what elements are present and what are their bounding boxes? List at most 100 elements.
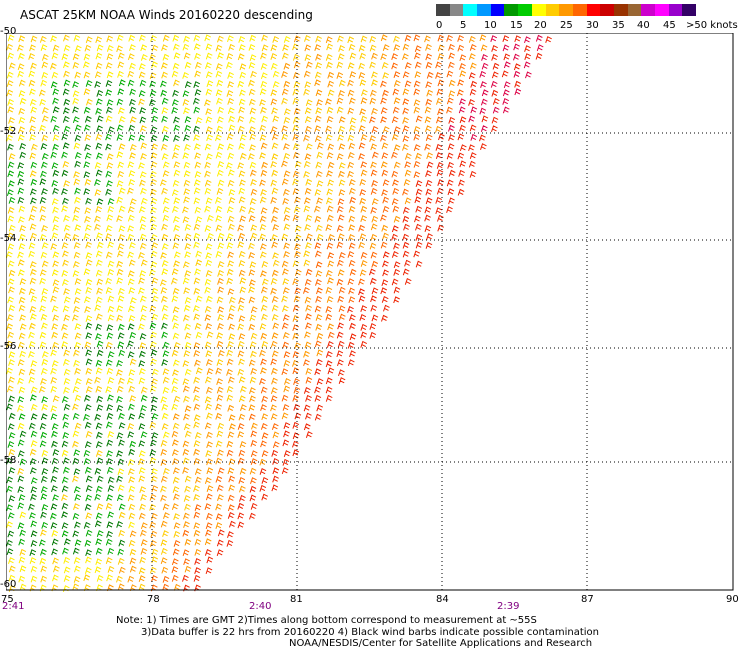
wind-barb [183, 107, 190, 115]
wind-barb [72, 430, 80, 438]
wind-barb [392, 179, 399, 187]
wind-barb [52, 448, 60, 456]
wind-barb [468, 35, 476, 43]
wind-barb [162, 530, 169, 537]
wind-barb [150, 126, 158, 134]
wind-barb [259, 484, 267, 492]
wind-barb [294, 342, 301, 350]
wind-barb [161, 233, 169, 241]
wind-barb [51, 457, 59, 465]
wind-barb [304, 54, 312, 61]
wind-barb [150, 223, 158, 231]
wind-barb [28, 368, 36, 376]
wind-barb [293, 206, 301, 213]
wind-barb [17, 170, 25, 178]
wind-barb [283, 430, 290, 438]
wind-barb [28, 422, 36, 430]
wind-barb [118, 107, 125, 115]
wind-barb [435, 196, 443, 204]
wind-barb [194, 468, 202, 475]
wind-barb [205, 259, 213, 267]
wind-barb [172, 34, 180, 42]
wind-barb [19, 350, 27, 358]
wind-barb [51, 538, 59, 546]
wind-barb [239, 71, 247, 79]
wind-barb [193, 485, 200, 492]
wind-barb [216, 332, 224, 340]
wind-barb [237, 368, 245, 376]
wind-barb [62, 160, 70, 168]
wind-barb [195, 367, 203, 375]
wind-barb [205, 350, 213, 358]
wind-barb [74, 394, 82, 402]
wind-barb [314, 368, 322, 376]
wind-barb [7, 215, 15, 223]
wind-barb [249, 54, 257, 62]
wind-barb [162, 583, 169, 591]
wind-barb [149, 521, 157, 529]
wind-barb [73, 349, 80, 357]
wind-barb [162, 503, 170, 511]
wind-barb [217, 322, 224, 330]
wind-barb [42, 106, 49, 114]
wind-barb [205, 252, 213, 260]
wind-barb [193, 197, 201, 205]
wind-barb [41, 396, 49, 403]
wind-barb [106, 106, 113, 114]
wind-barb [75, 377, 82, 385]
wind-barb [139, 342, 147, 350]
wind-barb [160, 279, 167, 287]
wind-barb [250, 439, 258, 447]
wind-barb [62, 259, 69, 267]
wind-barb [63, 386, 70, 394]
wind-barb [138, 134, 146, 142]
wind-barb [216, 549, 224, 557]
wind-barb [7, 143, 14, 151]
wind-barb [325, 350, 333, 358]
wind-barb [226, 242, 234, 250]
wind-barb [370, 251, 378, 259]
wind-barb [183, 423, 191, 431]
wind-barb [393, 286, 401, 294]
wind-barb [6, 403, 13, 411]
wind-barb [106, 412, 114, 420]
scale-color-6 [518, 4, 532, 16]
wind-barb [18, 386, 26, 394]
wind-barb [435, 71, 442, 79]
wind-barb [73, 171, 80, 178]
wind-barb [173, 79, 180, 87]
wind-barb [402, 53, 409, 61]
wind-barb [272, 252, 279, 260]
wind-barb [107, 430, 115, 438]
wind-barb [415, 260, 423, 268]
wind-barb [382, 269, 389, 277]
wind-barb [382, 260, 389, 268]
wind-barb [139, 79, 147, 87]
wind-barb [304, 81, 312, 89]
wind-barb [239, 286, 247, 294]
wind-barb [39, 331, 47, 339]
wind-barb [40, 377, 47, 385]
wind-barb [205, 450, 213, 457]
wind-barb [39, 35, 47, 43]
wind-barb [381, 189, 388, 197]
wind-barb [140, 259, 148, 267]
wind-barb [95, 538, 103, 546]
wind-barb [183, 287, 191, 295]
wind-barb [107, 241, 115, 249]
wind-barb [95, 142, 103, 150]
wind-barb [358, 71, 366, 79]
wind-barb [237, 512, 245, 520]
wind-barb [183, 512, 190, 520]
wind-barb [116, 575, 123, 583]
scale-color-13 [613, 4, 628, 16]
wind-barb [30, 360, 38, 367]
wind-barb [217, 467, 225, 475]
wind-barb [369, 116, 376, 124]
wind-barb [261, 286, 268, 294]
wind-barb [6, 314, 14, 321]
wind-barb [41, 134, 49, 142]
wind-barb [74, 287, 82, 295]
wind-barb [459, 62, 466, 70]
wind-barb [184, 405, 192, 413]
